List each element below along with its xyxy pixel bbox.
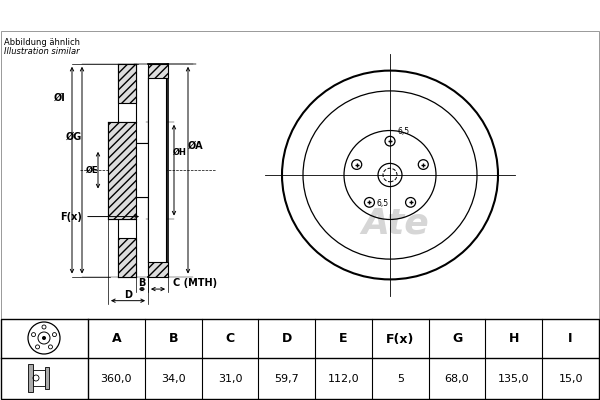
Text: ØA: ØA: [188, 141, 204, 151]
Text: I: I: [568, 332, 573, 346]
Bar: [148, 64, 168, 78]
Text: 15,0: 15,0: [559, 374, 583, 384]
Text: 5: 5: [397, 374, 404, 384]
Text: G: G: [452, 332, 462, 346]
Text: 24.0134-0100.1: 24.0134-0100.1: [136, 6, 308, 24]
Text: C (MTH): C (MTH): [173, 278, 217, 288]
Text: A: A: [112, 332, 121, 346]
Text: B: B: [139, 278, 146, 288]
Text: 360,0: 360,0: [101, 374, 132, 384]
Bar: [136, 143, 148, 197]
Text: C: C: [226, 332, 235, 346]
Bar: [118, 64, 136, 102]
Bar: [28, 364, 33, 392]
Text: Illustration similar: Illustration similar: [4, 47, 80, 56]
Bar: [148, 262, 168, 276]
Text: F(x): F(x): [60, 212, 82, 222]
Text: 59,7: 59,7: [274, 374, 299, 384]
Text: B: B: [169, 332, 178, 346]
Bar: [33, 370, 45, 386]
Bar: [148, 69, 166, 272]
Text: ØH: ØH: [173, 148, 187, 157]
Text: ØG: ØG: [66, 131, 82, 141]
Text: 112,0: 112,0: [328, 374, 359, 384]
Text: 6,5: 6,5: [376, 199, 389, 208]
Text: 135,0: 135,0: [498, 374, 530, 384]
Circle shape: [42, 336, 46, 340]
Bar: [118, 238, 136, 276]
Text: Abbildung ähnlich: Abbildung ähnlich: [4, 38, 80, 47]
Text: Ate: Ate: [361, 206, 429, 240]
Text: ØI: ØI: [54, 93, 66, 103]
Text: ØE: ØE: [86, 166, 98, 175]
Text: 6,5: 6,5: [397, 127, 409, 136]
Text: 34,0: 34,0: [161, 374, 185, 384]
Text: E: E: [339, 332, 348, 346]
Text: 31,0: 31,0: [218, 374, 242, 384]
Bar: [45, 367, 49, 389]
Text: 68,0: 68,0: [445, 374, 469, 384]
Text: D: D: [124, 290, 132, 300]
Text: F(x): F(x): [386, 332, 415, 346]
Bar: [108, 122, 136, 218]
Text: D: D: [281, 332, 292, 346]
Text: 434100: 434100: [379, 6, 461, 24]
Text: H: H: [509, 332, 519, 346]
